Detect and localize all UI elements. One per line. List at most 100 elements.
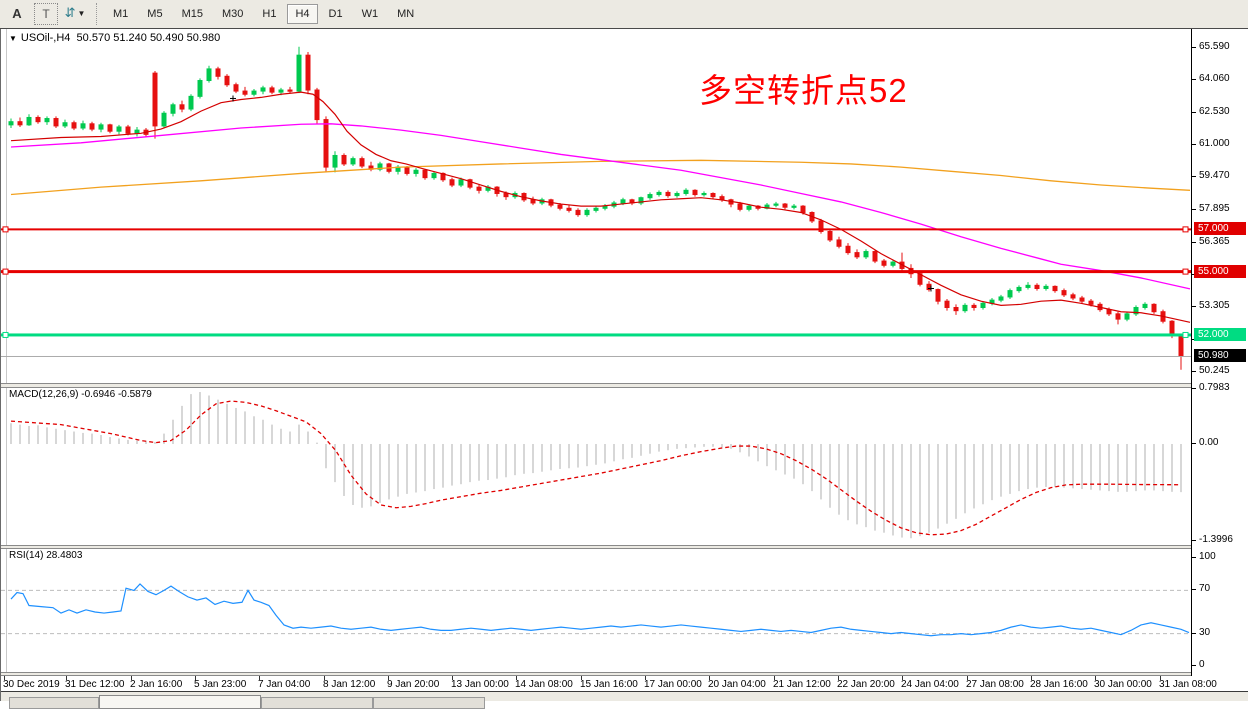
price-tick-mark [1192, 371, 1196, 372]
timeframe-button-w1[interactable]: W1 [361, 8, 379, 20]
time-tick-mark [774, 676, 775, 680]
rsi-panel-chart[interactable] [1, 549, 1191, 672]
chart-tab-active[interactable] [99, 695, 261, 709]
price-level-label-52.000[interactable]: 52.000 [1194, 327, 1246, 341]
arrange-objects-tool-button[interactable]: ⇵ ▼ [64, 5, 86, 20]
rsi-tick-label: 70 [1199, 583, 1211, 595]
time-tick-mark [709, 676, 710, 680]
chart-tab[interactable] [9, 697, 99, 709]
time-axis-label: 22 Jan 20:00 [837, 679, 895, 690]
panel-splitter-macd[interactable] [1, 383, 1248, 388]
rsi-tick-mark [1192, 665, 1196, 666]
time-tick-mark [581, 676, 582, 680]
time-axis-label: 7 Jan 04:00 [258, 679, 311, 690]
toolbar-separator [96, 3, 97, 25]
timeframe-button-m1[interactable]: M1 [113, 8, 129, 20]
panel-splitter-rsi[interactable] [1, 545, 1248, 549]
time-axis-strip[interactable]: 30 Dec 2019 31 Dec 12:00 2 Jan 16:00 5 Jan … [1, 676, 1248, 691]
macd-indicator-label: MACD(12,26,9) -0.6946 -0.5879 [9, 389, 152, 400]
chart-title: ▼ USOil-,H4 50.570 51.240 50.490 50.980 [9, 32, 220, 44]
time-axis-label: 5 Jan 23:00 [194, 679, 247, 690]
price-tick-label: 53.305 [1199, 300, 1230, 312]
price-tick-mark [1192, 209, 1196, 211]
price-tick-mark [1192, 176, 1196, 178]
time-tick-mark [131, 676, 132, 680]
macd-tick-label: 0.00 [1199, 437, 1219, 448]
price-tick-label: 50.245 [1199, 365, 1230, 376]
time-tick-mark [452, 676, 453, 680]
time-tick-mark [324, 676, 325, 680]
macd-tick-label: -1.3996 [1199, 533, 1233, 545]
price-level-label-55.000[interactable]: 55.000 [1194, 264, 1246, 278]
dropdown-caret-icon[interactable]: ▼ [77, 8, 86, 18]
time-axis-label: 30 Dec 2019 [3, 679, 60, 690]
rsi-tick-label: 100 [1199, 551, 1216, 562]
time-axis-label: 30 Jan 00:00 [1094, 679, 1152, 690]
time-tick-mark [1031, 676, 1032, 680]
price-axis-panel[interactable]: 65.590 64.060 62.530 61.000 59.470 57.895 56.3… [1191, 29, 1248, 676]
time-tick-mark [4, 676, 5, 680]
time-tick-mark [388, 676, 389, 680]
time-tick-mark [902, 676, 903, 680]
collapse-triangle-icon[interactable]: ▼ [9, 34, 17, 43]
symbol-ohlc-text: USOil-,H4 50.570 51.240 50.490 50.980 [20, 32, 221, 44]
rsi-tick-mark [1192, 589, 1196, 591]
price-level-label-57.000[interactable]: 57.000 [1194, 222, 1246, 236]
text-label-tool-button[interactable]: T [34, 3, 58, 25]
chart-tab[interactable] [373, 697, 485, 709]
price-tick-label: 59.470 [1199, 170, 1230, 182]
time-axis-label: 13 Jan 00:00 [451, 679, 509, 690]
time-axis-label: 24 Jan 04:00 [901, 679, 959, 690]
window-inner-frame-line [6, 29, 7, 691]
time-axis-label: 28 Jan 16:00 [1030, 679, 1088, 690]
main-price-chart[interactable] [1, 30, 1191, 383]
chart-annotation-text[interactable]: 多空转折点52 [699, 72, 908, 109]
time-tick-mark [967, 676, 968, 680]
time-tick-mark [259, 676, 260, 680]
price-tick-mark [1192, 47, 1196, 48]
price-tick-label: 65.590 [1199, 41, 1230, 52]
macd-tick-label: 0.7983 [1199, 381, 1230, 393]
price-tick-label: 57.895 [1199, 203, 1230, 215]
time-axis-label: 31 Jan 08:00 [1159, 679, 1217, 690]
timeframe-buttons-group: M1 M5 M15 M30 H1 H4 D1 W1 MN [105, 4, 425, 24]
price-tick-mark [1192, 241, 1196, 243]
time-axis-label: 21 Jan 12:00 [773, 679, 831, 690]
chart-tab-bar [1, 691, 1248, 709]
timeframe-button-m30[interactable]: M30 [221, 8, 244, 20]
macd-tick-mark [1192, 443, 1196, 444]
time-axis-label: 31 Dec 12:00 [65, 679, 125, 690]
macd-tick-mark [1192, 539, 1196, 541]
macd-panel-chart[interactable] [1, 388, 1191, 545]
time-axis-label: 14 Jan 08:00 [515, 679, 573, 690]
timeframe-button-m15[interactable]: M15 [181, 8, 203, 20]
price-level-label-50.980[interactable]: 50.980 [1194, 349, 1246, 363]
time-tick-mark [66, 676, 67, 680]
rsi-tick-label: 0 [1199, 659, 1205, 670]
drawing-tools-group: A T ⇵ ▼ [0, 3, 86, 25]
chart-tab[interactable] [261, 697, 373, 709]
price-tick-mark [1192, 143, 1196, 145]
price-tick-mark [1192, 79, 1196, 81]
time-axis-label: 17 Jan 00:00 [644, 679, 702, 690]
time-axis-label: 8 Jan 12:00 [323, 679, 376, 690]
timeframe-button-m5[interactable]: M5 [147, 8, 163, 20]
time-axis-label: 9 Jan 20:00 [387, 679, 440, 690]
time-tick-mark [516, 676, 517, 680]
timeframe-button-d1[interactable]: D1 [328, 8, 343, 20]
rsi-tick-mark [1192, 557, 1196, 558]
price-tick-mark [1192, 111, 1196, 113]
price-tick-mark [1192, 306, 1196, 308]
timeframe-button-h4[interactable]: H4 [287, 4, 318, 24]
price-tick-label: 62.530 [1199, 105, 1230, 117]
rsi-tick-mark [1192, 632, 1196, 634]
timeframe-button-h1[interactable]: H1 [262, 8, 277, 20]
price-tick-label: 61.000 [1199, 137, 1230, 149]
arrow-text-tool-button[interactable]: A [12, 5, 22, 21]
price-tick-label: 56.365 [1199, 235, 1230, 247]
rsi-tick-label: 30 [1199, 626, 1211, 638]
time-axis-label: 27 Jan 08:00 [966, 679, 1024, 690]
timeframe-button-mn[interactable]: MN [397, 8, 415, 20]
panel-splitter-bottom[interactable] [1, 672, 1248, 676]
